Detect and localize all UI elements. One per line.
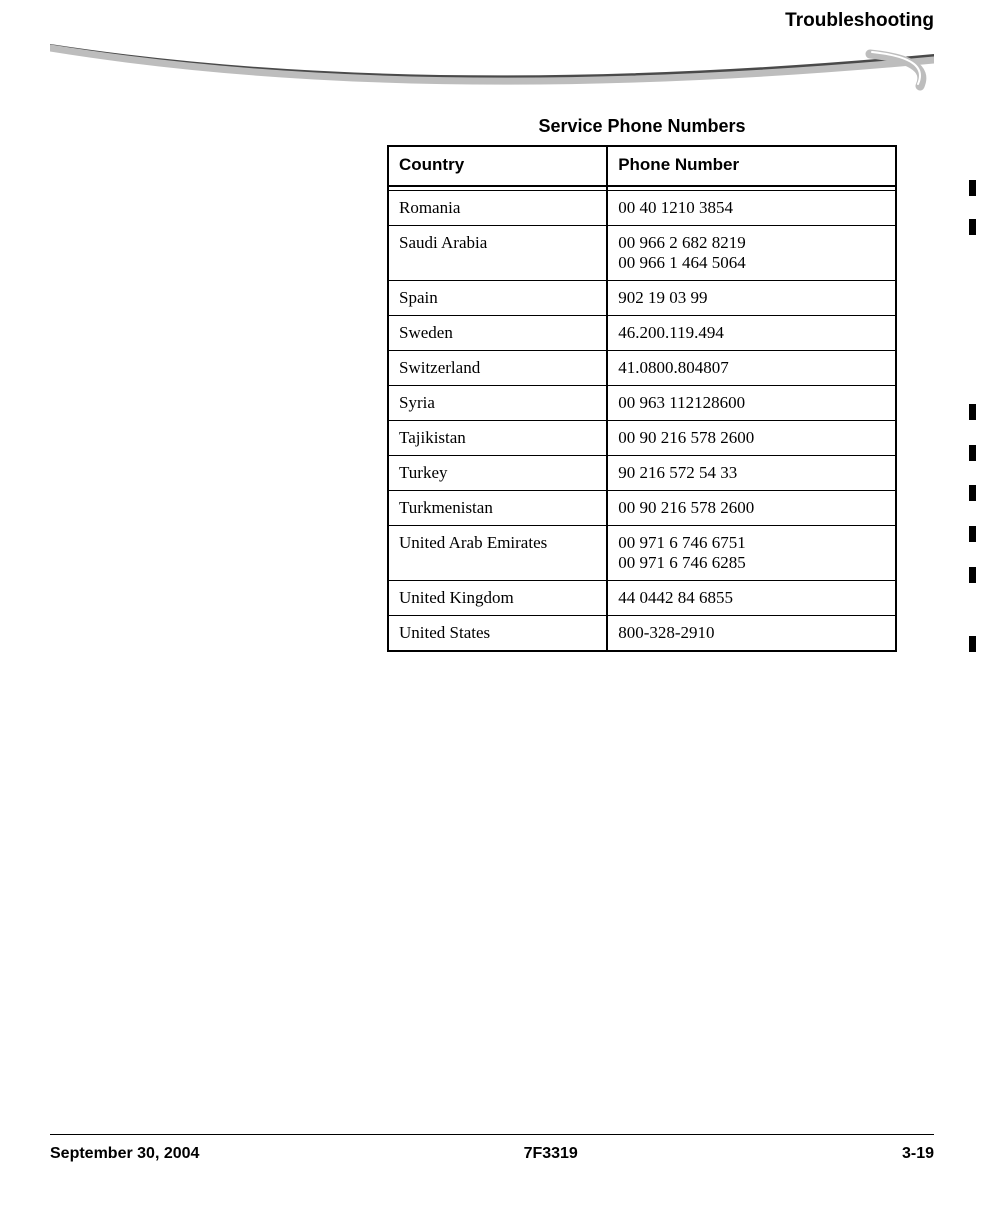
cell-phone: 00 963 112128600 <box>607 385 896 420</box>
cell-country: Turkmenistan <box>388 490 607 525</box>
cell-country: Sweden <box>388 315 607 350</box>
cell-country: Syria <box>388 385 607 420</box>
table-row: Romania 00 40 1210 3854 <box>388 191 896 226</box>
table-row: Spain 902 19 03 99 <box>388 280 896 315</box>
table-row: Switzerland 41.0800.804807 <box>388 350 896 385</box>
cell-country: Tajikistan <box>388 420 607 455</box>
cell-country: Saudi Arabia <box>388 225 607 280</box>
cell-phone: 41.0800.804807 <box>607 350 896 385</box>
table-row: United States 800-328-2910 <box>388 615 896 651</box>
table-row: Syria 00 963 112128600 <box>388 385 896 420</box>
cell-phone: 00 90 216 578 2600 <box>607 490 896 525</box>
cell-phone: 46.200.119.494 <box>607 315 896 350</box>
cell-country: United Kingdom <box>388 580 607 615</box>
cell-country: Spain <box>388 280 607 315</box>
cell-phone: 800-328-2910 <box>607 615 896 651</box>
table-row: United Arab Emirates 00 971 6 746 6751 0… <box>388 525 896 580</box>
cell-country: Romania <box>388 191 607 226</box>
change-bar <box>969 567 976 583</box>
footer-doc-id: 7F3319 <box>524 1145 578 1163</box>
change-bar <box>969 180 976 196</box>
col-header-phone: Phone Number <box>607 146 896 186</box>
section-title: Troubleshooting <box>50 10 934 32</box>
page-footer: September 30, 2004 7F3319 3-19 <box>50 1134 934 1163</box>
change-bar <box>969 219 976 235</box>
change-bar <box>969 485 976 501</box>
table-header-row: Country Phone Number <box>388 146 896 186</box>
cell-phone: 00 971 6 746 6751 00 971 6 746 6285 <box>607 525 896 580</box>
cell-country: United Arab Emirates <box>388 525 607 580</box>
cell-phone: 902 19 03 99 <box>607 280 896 315</box>
col-header-country: Country <box>388 146 607 186</box>
cell-country: United States <box>388 615 607 651</box>
cell-country: Turkey <box>388 455 607 490</box>
table-row: Sweden 46.200.119.494 <box>388 315 896 350</box>
table-row: United Kingdom 44 0442 84 6855 <box>388 580 896 615</box>
change-bar <box>969 404 976 420</box>
table-row: Turkmenistan 00 90 216 578 2600 <box>388 490 896 525</box>
footer-date: September 30, 2004 <box>50 1145 199 1163</box>
cell-phone: 44 0442 84 6855 <box>607 580 896 615</box>
cell-phone: 00 40 1210 3854 <box>607 191 896 226</box>
cell-phone: 00 90 216 578 2600 <box>607 420 896 455</box>
cell-phone: 00 966 2 682 8219 00 966 1 464 5064 <box>607 225 896 280</box>
change-bar <box>969 445 976 461</box>
table-title: Service Phone Numbers <box>387 116 897 137</box>
change-bar <box>969 636 976 652</box>
footer-page-number: 3-19 <box>902 1145 934 1163</box>
header-swoosh <box>50 38 934 98</box>
service-phone-table: Country Phone Number Romania 00 40 1210 … <box>387 145 897 652</box>
change-bar <box>969 526 976 542</box>
table-row: Turkey 90 216 572 54 33 <box>388 455 896 490</box>
change-bars <box>962 0 976 1207</box>
table-row: Saudi Arabia 00 966 2 682 8219 00 966 1 … <box>388 225 896 280</box>
table-row: Tajikistan 00 90 216 578 2600 <box>388 420 896 455</box>
cell-phone: 90 216 572 54 33 <box>607 455 896 490</box>
cell-country: Switzerland <box>388 350 607 385</box>
